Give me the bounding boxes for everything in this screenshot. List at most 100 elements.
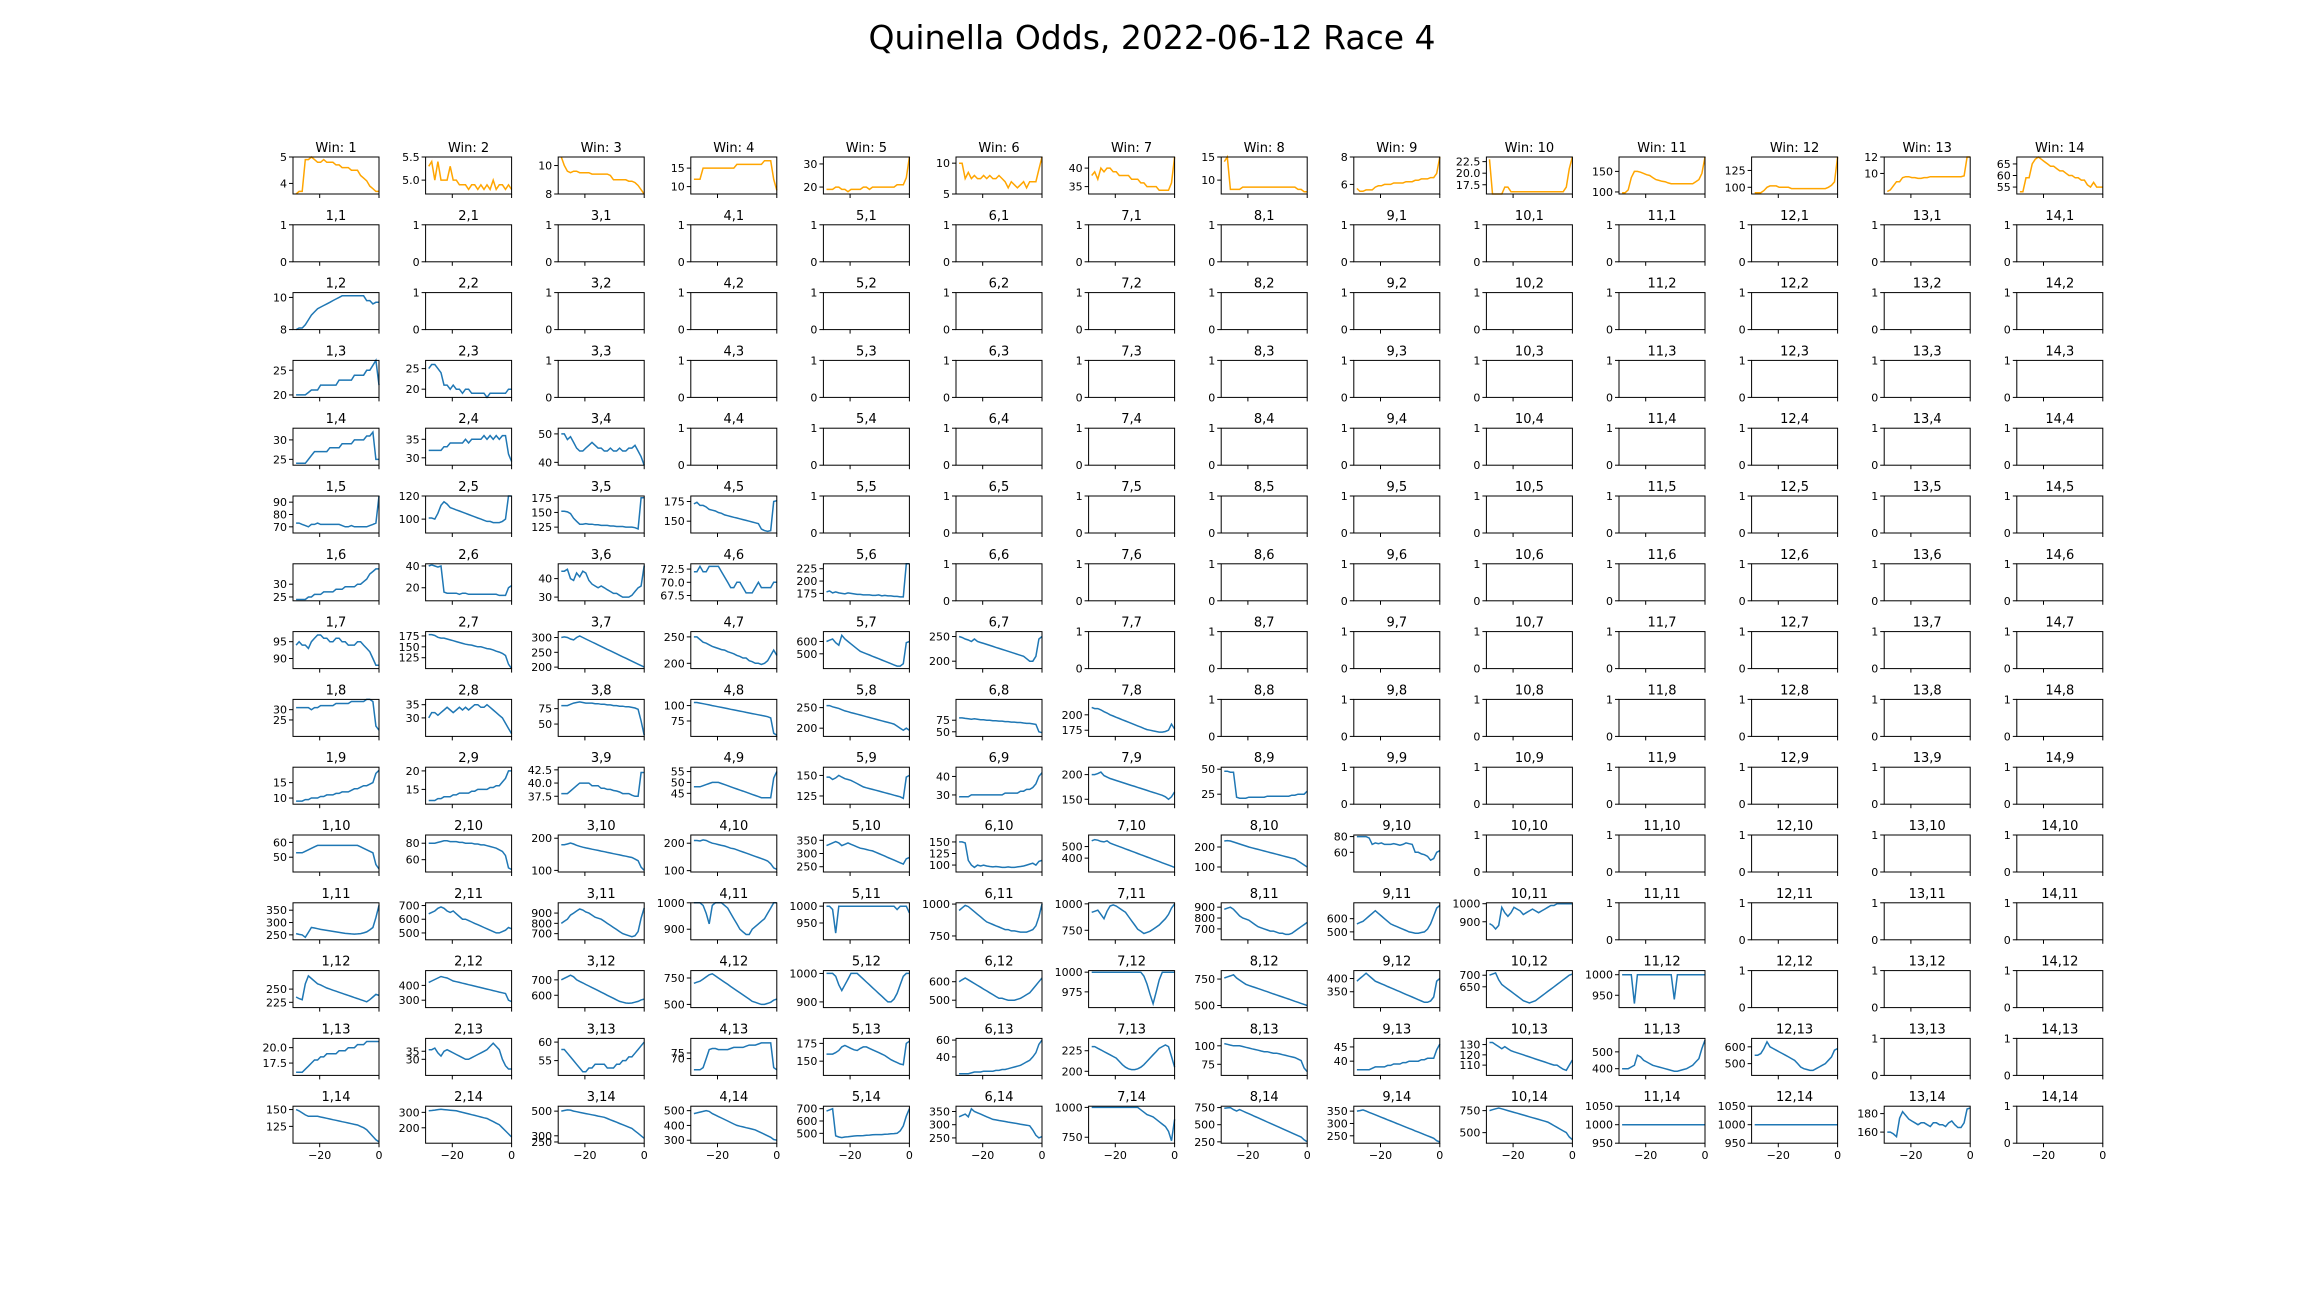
y-tick-label: 40 <box>936 1051 950 1064</box>
panel: 5,9 125 150 <box>796 751 910 809</box>
axes-frame <box>1088 224 1176 263</box>
axes-frame <box>822 631 910 670</box>
y-tick-label: 1 <box>1871 693 1878 706</box>
y-tick-label: 1 <box>2004 897 2011 910</box>
series-line <box>958 977 1043 1001</box>
axes-frame <box>1220 292 1308 331</box>
axes-frame <box>1883 359 1971 398</box>
y-tick-label: 1 <box>1871 1032 1878 1045</box>
panel-title: 14,4 <box>2045 412 2074 427</box>
panel-title: 2,7 <box>458 616 479 631</box>
axes-frame <box>425 1105 513 1144</box>
y-tick-label: 50 <box>936 726 950 739</box>
series-line <box>561 842 645 871</box>
panel-title: 7,8 <box>1121 683 1142 698</box>
axes-frame <box>425 970 513 1009</box>
panel-title: Win: 6 <box>978 141 1019 156</box>
y-tick-label: 500 <box>1592 1046 1613 1059</box>
y-tick-label: 1 <box>1076 287 1083 300</box>
panel-title: 10,4 <box>1515 412 1544 427</box>
axes-frame <box>1353 1037 1441 1076</box>
panel: 11,12 950 1000 <box>1585 955 1706 1012</box>
series-line <box>826 633 910 667</box>
panel: 8,1 0 1 <box>1208 209 1308 269</box>
series-line <box>1489 1041 1574 1072</box>
panel: 11,3 0 1 <box>1606 344 1706 404</box>
y-tick-label: 0 <box>1871 324 1878 337</box>
panel-title: 4,10 <box>719 819 748 834</box>
panel: Win: 12 100 125 <box>1725 141 1839 198</box>
panel: 6,9 30 40 <box>936 751 1043 809</box>
x-tick-label: 0 <box>1702 1149 1709 1162</box>
panel-title: 4,11 <box>719 887 748 902</box>
axes-frame <box>425 224 513 263</box>
y-tick-label: 30 <box>406 452 420 465</box>
y-tick-label: 200 <box>1062 709 1083 722</box>
panel-title: 5,9 <box>856 751 877 766</box>
y-tick-label: 100 <box>1194 861 1215 874</box>
panel-title: 8,3 <box>1254 344 1275 359</box>
panel-title: 3,10 <box>587 819 616 834</box>
series-line <box>1091 903 1176 935</box>
axes-frame <box>557 292 645 331</box>
axes-frame <box>822 224 910 263</box>
y-tick-label: 1 <box>413 287 420 300</box>
y-tick-label: 15 <box>273 777 287 790</box>
axes-frame <box>1088 427 1176 466</box>
panel: 14,7 0 1 <box>2004 616 2104 676</box>
y-tick-label: 1 <box>2004 422 2011 435</box>
y-tick-label: 0 <box>1076 459 1083 472</box>
y-tick-label: 15 <box>406 783 420 796</box>
axes-frame <box>2016 1037 2104 1076</box>
panel-title: 14,3 <box>2045 344 2074 359</box>
panel-title: 6,7 <box>989 616 1010 631</box>
series-line <box>959 156 1043 190</box>
y-tick-label: 1 <box>413 219 420 232</box>
panel-title: 6,14 <box>985 1090 1014 1105</box>
panel: 9,3 0 1 <box>1341 344 1441 404</box>
y-tick-label: 100 <box>664 700 685 713</box>
axes-frame <box>557 902 645 941</box>
y-tick-label: 1 <box>1208 354 1215 367</box>
y-tick-label: 10 <box>538 160 552 173</box>
y-tick-label: 0 <box>2004 798 2011 811</box>
x-tick-label: 0 <box>2099 1149 2106 1162</box>
y-tick-label: 0 <box>1341 730 1348 743</box>
y-tick-label: 0 <box>545 256 552 269</box>
panel-title: 3,7 <box>591 616 612 631</box>
panel: 12,1 0 1 <box>1739 209 1839 269</box>
y-tick-label: 0 <box>1871 256 1878 269</box>
axes-frame <box>1220 224 1308 263</box>
y-tick-label: 6 <box>1341 178 1348 191</box>
axes-frame <box>1751 698 1839 737</box>
axes-frame <box>425 495 513 534</box>
panel: 14,14 0 1 −20 0 <box>2004 1090 2107 1162</box>
panel-title: 2,13 <box>454 1022 483 1037</box>
panel-title: 12,9 <box>1780 751 1809 766</box>
y-tick-label: 600 <box>796 1115 817 1128</box>
y-tick-label: 0 <box>2004 256 2011 269</box>
x-tick-label: 0 <box>1967 1149 1974 1162</box>
y-tick-label: 150 <box>1592 165 1613 178</box>
axes-frame <box>2016 698 2104 737</box>
panel-title: 14,5 <box>2045 480 2074 495</box>
y-tick-label: 1 <box>1871 490 1878 503</box>
y-tick-label: 1 <box>2004 1032 2011 1045</box>
y-tick-label: 1 <box>1473 219 1480 232</box>
series-line <box>693 564 777 594</box>
y-tick-label: 500 <box>796 648 817 661</box>
series-line <box>1489 1107 1573 1141</box>
y-tick-label: 0 <box>810 256 817 269</box>
y-tick-label: 175 <box>664 496 685 509</box>
series-line <box>826 840 910 866</box>
panel: 6,2 0 1 <box>943 277 1043 337</box>
y-tick-label: 1 <box>1341 693 1348 706</box>
series-line <box>1489 902 1573 931</box>
x-tick-label: −20 <box>838 1149 861 1162</box>
y-tick-label: 1 <box>1871 829 1878 842</box>
